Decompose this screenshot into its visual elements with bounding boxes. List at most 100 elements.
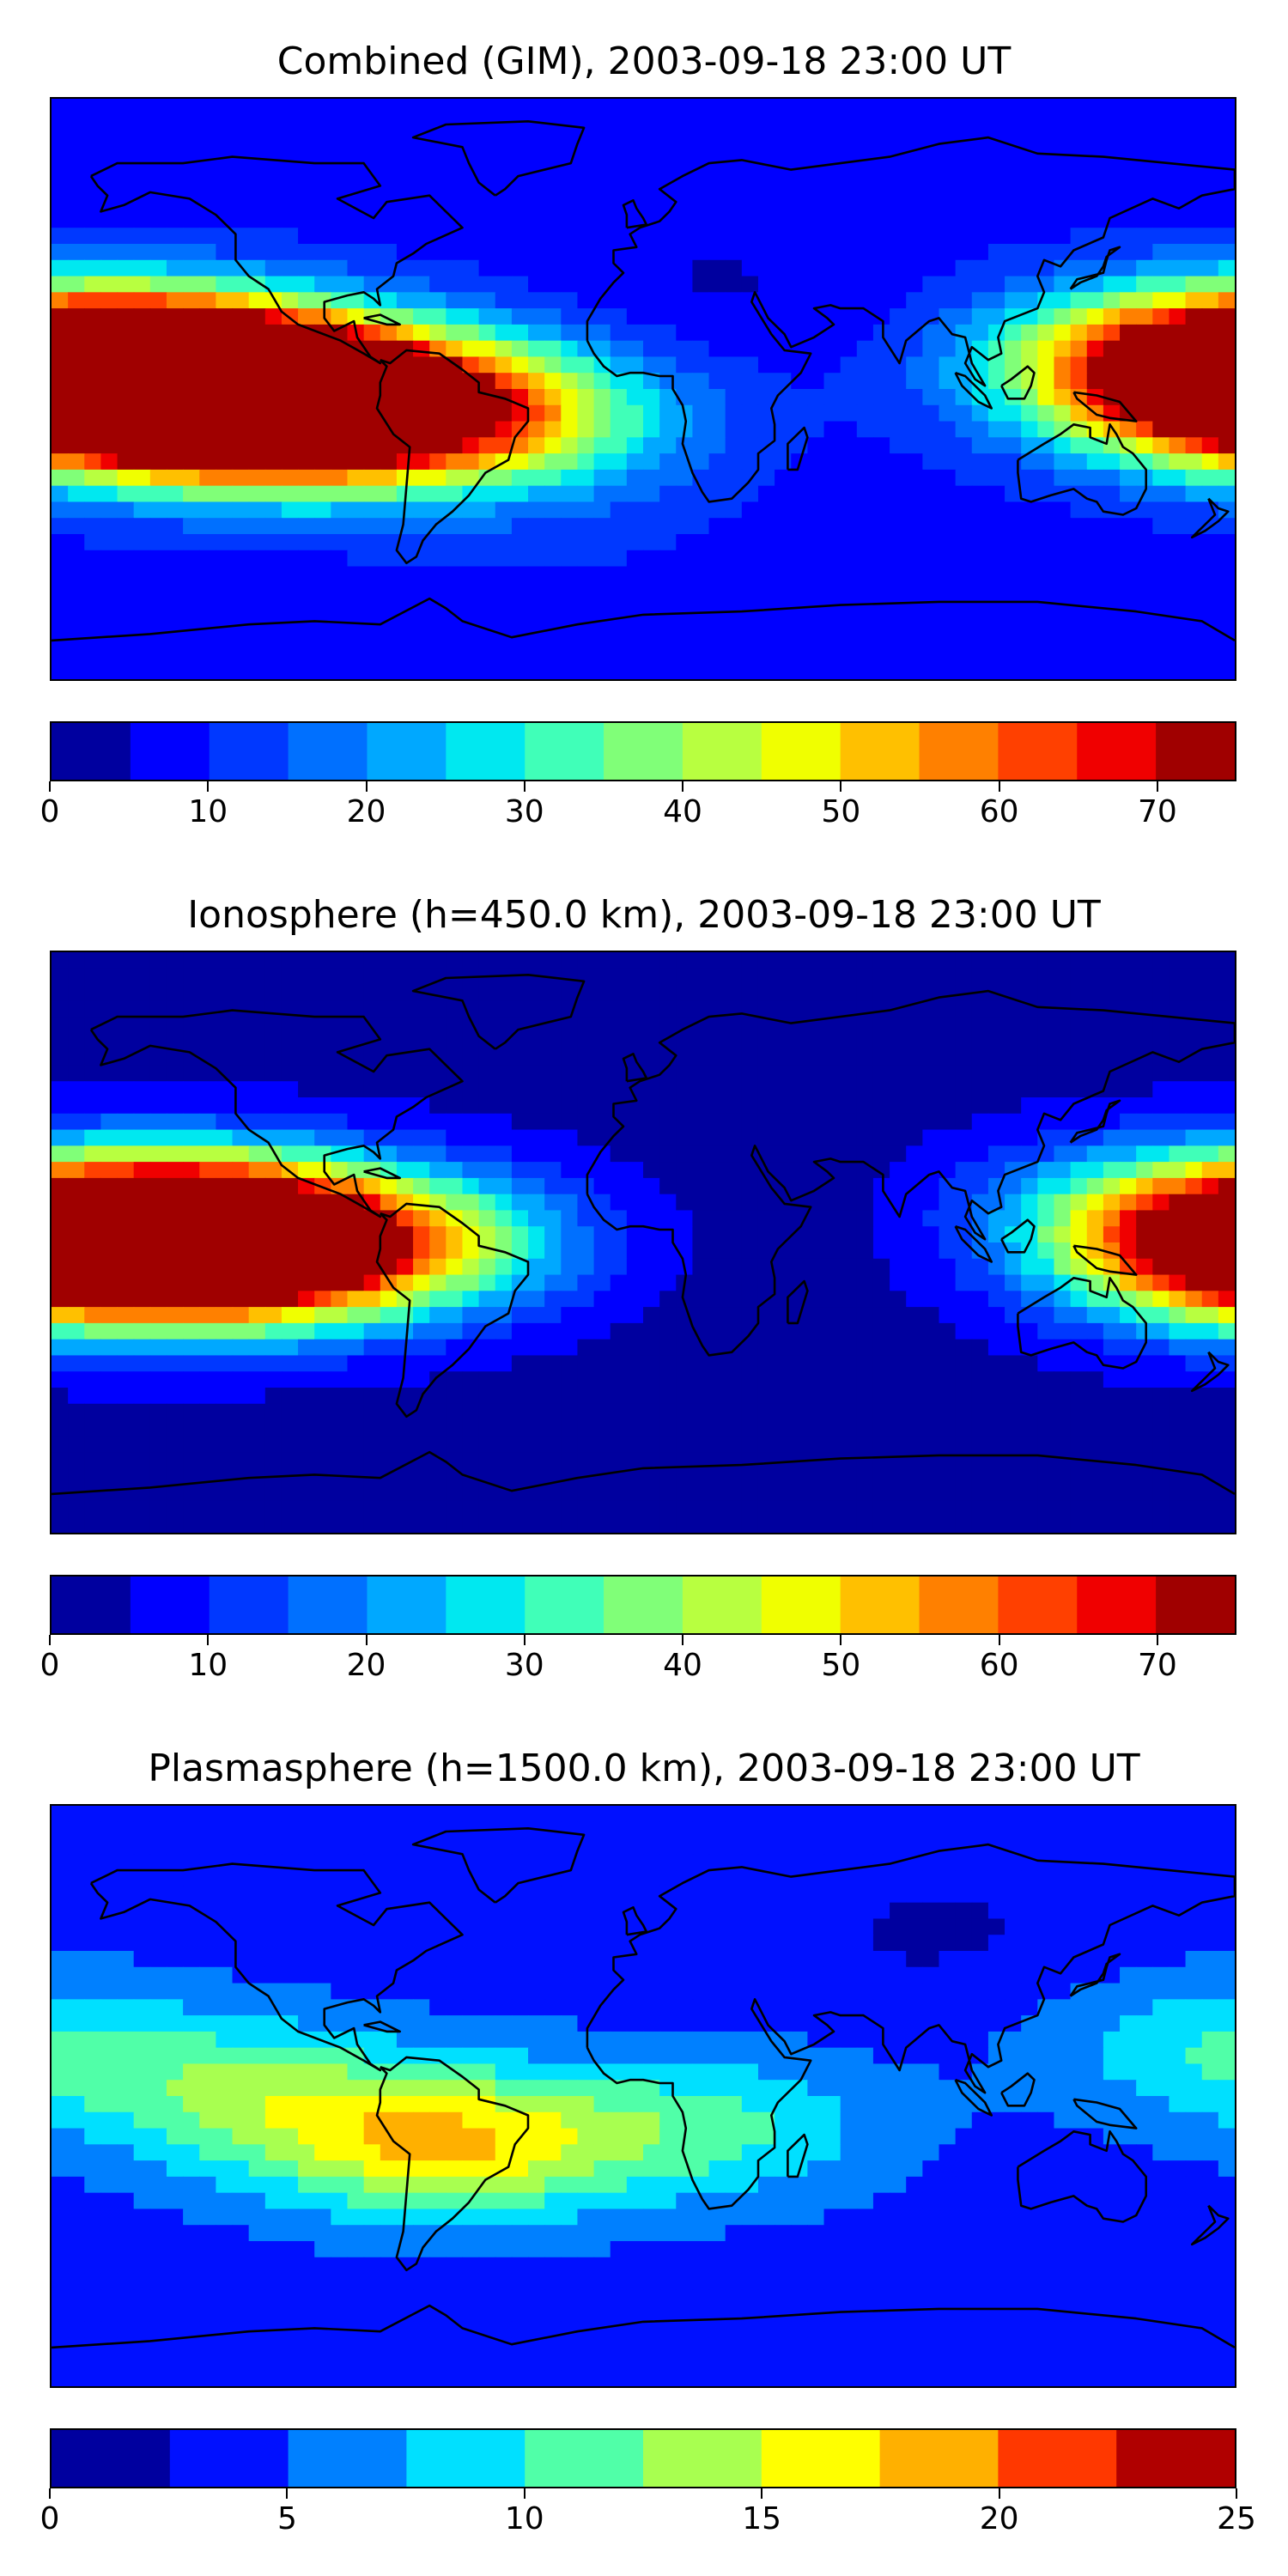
- heatmap-cell: [1086, 1210, 1104, 1227]
- heatmap-cell: [380, 1419, 398, 1437]
- heatmap-cell: [626, 582, 644, 599]
- heatmap-cell: [725, 1113, 743, 1131]
- heatmap-cell: [149, 501, 167, 519]
- heatmap-cell: [117, 1242, 135, 1260]
- heatmap-cell: [807, 518, 825, 535]
- heatmap-cell: [117, 534, 135, 551]
- heatmap-cell: [971, 968, 989, 986]
- heatmap-cell: [1005, 404, 1022, 422]
- heatmap-cell: [1103, 99, 1121, 116]
- heatmap-cell: [561, 1017, 579, 1034]
- heatmap-cell: [807, 99, 825, 116]
- heatmap-cell: [281, 179, 299, 197]
- heatmap-cell: [478, 131, 496, 148]
- heatmap-cell: [987, 663, 1005, 679]
- heatmap-cell: [676, 1339, 694, 1357]
- heatmap-cell: [84, 1307, 102, 1324]
- heatmap-cell: [68, 211, 85, 228]
- heatmap-cell: [183, 1017, 200, 1034]
- heatmap-cell: [823, 1291, 841, 1308]
- heatmap-cell: [166, 1226, 184, 1243]
- heatmap-cell: [987, 1307, 1005, 1324]
- heatmap-cell: [216, 179, 234, 197]
- heatmap-cell: [396, 598, 414, 616]
- heatmap-cell: [971, 99, 989, 116]
- heatmap-cell: [380, 469, 398, 487]
- heatmap-cell: [856, 952, 874, 969]
- heatmap-cell: [462, 244, 480, 261]
- heatmap-cell: [775, 1452, 792, 1469]
- heatmap-cell: [380, 1097, 398, 1115]
- heatmap-cell: [117, 1065, 135, 1082]
- heatmap-cell: [922, 1113, 940, 1131]
- heatmap-cell: [1201, 389, 1219, 406]
- heatmap-cell: [757, 1081, 775, 1098]
- heatmap-cell: [413, 1177, 430, 1195]
- heatmap-cell: [939, 647, 957, 664]
- heatmap-cell: [314, 1339, 331, 1357]
- heatmap-cell: [446, 308, 464, 325]
- heatmap-cell: [528, 1177, 545, 1195]
- heatmap-cell: [528, 534, 545, 551]
- heatmap-cell: [1021, 469, 1038, 487]
- heatmap-cell: [1070, 469, 1088, 487]
- heatmap-cell: [298, 340, 315, 358]
- heatmap-cell: [281, 534, 299, 551]
- heatmap-cell: [1086, 614, 1104, 632]
- heatmap-cell: [183, 1307, 200, 1324]
- heatmap-cell: [314, 373, 331, 390]
- heatmap-cell: [725, 647, 743, 664]
- heatmap-cell: [1218, 1177, 1235, 1195]
- heatmap-cell: [708, 1145, 726, 1163]
- heatmap-cell: [511, 1242, 529, 1260]
- heatmap-cell: [676, 647, 694, 664]
- heatmap-cell: [577, 582, 595, 599]
- heatmap-cell: [100, 404, 118, 422]
- heatmap-cell: [955, 292, 973, 309]
- heatmap-cell: [1152, 1113, 1170, 1131]
- heatmap-cell: [1152, 131, 1170, 148]
- heatmap-cell: [1136, 1032, 1153, 1050]
- heatmap-cell: [232, 501, 250, 519]
- heatmap-cell: [100, 582, 118, 599]
- heatmap-cell: [544, 1177, 562, 1195]
- heatmap-cell: [495, 614, 513, 632]
- heatmap-cell: [462, 99, 480, 116]
- heatmap-cell: [429, 1145, 447, 1163]
- heatmap-cell: [1037, 518, 1055, 535]
- heatmap-cell: [166, 1291, 184, 1308]
- heatmap-cell: [1103, 550, 1121, 568]
- heatmap-cell: [149, 1048, 167, 1066]
- heatmap-cell: [52, 389, 69, 406]
- heatmap-cell: [692, 1452, 710, 1469]
- heatmap-cell: [906, 1388, 923, 1405]
- heatmap-cell: [823, 1194, 841, 1212]
- heatmap-cell: [1005, 534, 1022, 551]
- heatmap-cell: [692, 1065, 710, 1082]
- heatmap-cell: [659, 566, 677, 583]
- heatmap-cell: [117, 99, 135, 116]
- heatmap-cell: [1120, 1194, 1137, 1212]
- heatmap-cell: [528, 244, 545, 261]
- heatmap-cell: [396, 663, 414, 679]
- heatmap-cell: [1103, 340, 1121, 358]
- heatmap-cell: [331, 179, 349, 197]
- heatmap-cell: [906, 259, 923, 277]
- heatmap-cell: [52, 292, 69, 309]
- heatmap-cell: [1021, 1065, 1038, 1082]
- heatmap-cell: [413, 1322, 430, 1340]
- heatmap-cell: [872, 356, 890, 374]
- heatmap-cell: [1185, 453, 1203, 471]
- heatmap-cell: [183, 356, 200, 374]
- heatmap-cell: [791, 1048, 808, 1066]
- heatmap-cell: [610, 421, 628, 438]
- heatmap-cell: [166, 1452, 184, 1469]
- heatmap-cell: [807, 453, 825, 471]
- heatmap-cell: [84, 1017, 102, 1034]
- heatmap-cell: [528, 1129, 545, 1146]
- heatmap-cell: [347, 518, 365, 535]
- heatmap-cell: [1021, 968, 1038, 986]
- heatmap-cell: [890, 389, 907, 406]
- heatmap-cell: [166, 968, 184, 986]
- heatmap-cell: [971, 1048, 989, 1066]
